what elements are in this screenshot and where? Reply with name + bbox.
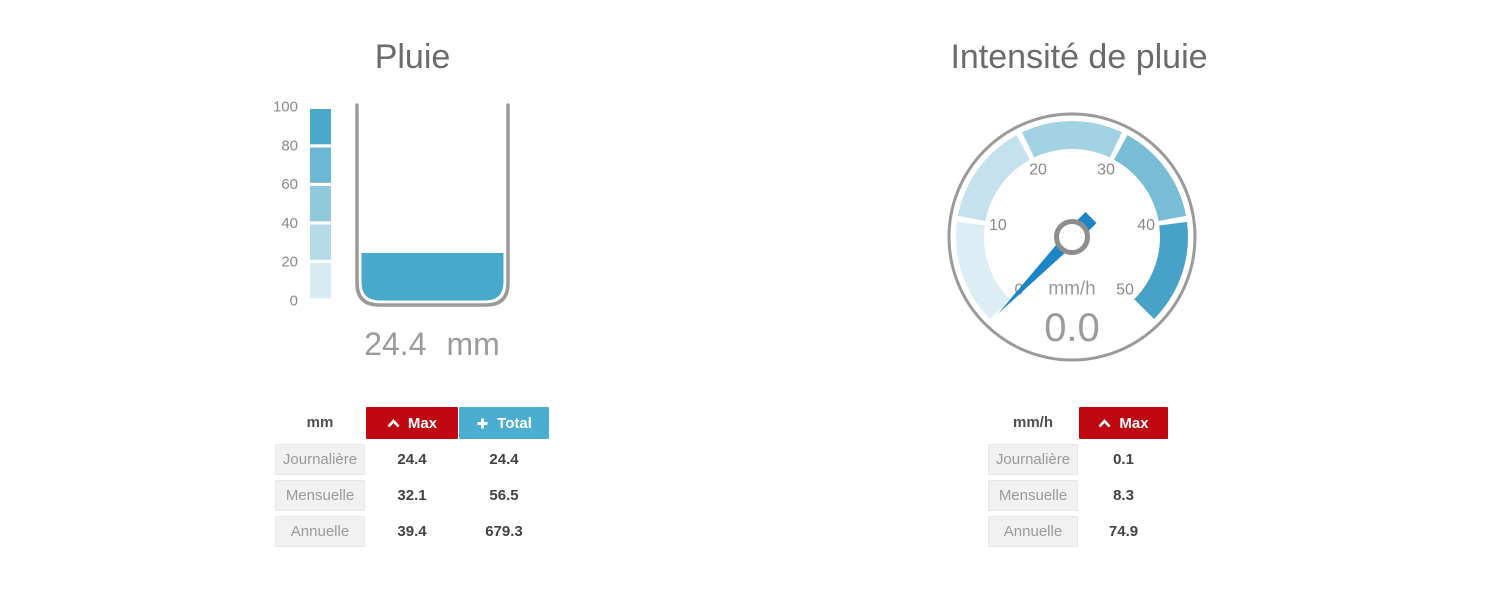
rain-scale-colorbar (310, 109, 331, 299)
dial-hub (1054, 219, 1090, 255)
water-fill (361, 253, 504, 301)
rain-scale-labels: 100 80 60 40 20 0 (273, 99, 298, 310)
dial-current-value: 0.0 (1044, 306, 1100, 350)
scale-tick-80: 80 (281, 137, 298, 154)
beaker-outline (355, 103, 510, 307)
dial-tick-labels: 0 10 20 30 40 50 (989, 162, 1155, 299)
intensite-row-label-annuelle: Annuelle (988, 516, 1078, 547)
dial-tick-50: 50 (1116, 282, 1134, 299)
dial-tick-20: 20 (1029, 162, 1047, 179)
dial-unit-label: mm/h (1048, 279, 1096, 300)
dial-tick-30: 30 (1097, 162, 1115, 179)
pluie-annuelle-total: 679.3 (485, 523, 523, 540)
pluie-row-label-annuelle: Annuelle (275, 516, 365, 547)
scale-tick-40: 40 (281, 215, 298, 232)
pluie-table-unit-header: mm (306, 414, 334, 431)
intensite-row-label-mensuelle: Mensuelle (988, 480, 1078, 511)
dial-tick-10: 10 (989, 217, 1007, 234)
pluie-total-button[interactable]: Total (459, 407, 549, 439)
rain-current-value: 24.4 mm (288, 326, 576, 363)
pluie-max-button-label: Max (407, 414, 438, 432)
rain-intensity-dial: 0 10 20 30 40 50 mm/h 0.0 (947, 112, 1197, 362)
pluie-widget-title: Pluie (374, 38, 451, 76)
pluie-mensuelle-total: 56.5 (489, 487, 519, 504)
plus-icon (477, 418, 488, 428)
chevron-up-icon (387, 418, 400, 427)
chevron-up-icon (1098, 418, 1111, 427)
pluie-row-label-journaliere: Journalière (275, 444, 365, 475)
pluie-journaliere-total: 24.4 (489, 451, 519, 468)
intensite-table-unit-header: mm/h (1012, 414, 1053, 431)
scale-tick-60: 60 (281, 176, 298, 193)
pluie-annuelle-max: 39.4 (397, 523, 427, 540)
dial-arc-segments (956, 121, 1188, 319)
rain-collector-gauge: 100 80 60 40 20 0 (273, 99, 510, 310)
scale-tick-20: 20 (281, 254, 298, 271)
pluie-journaliere-max: 24.4 (397, 451, 427, 468)
rain-value-number: 24.4 (364, 326, 427, 362)
pluie-max-button[interactable]: Max (366, 407, 458, 439)
scale-tick-0: 0 (290, 293, 298, 310)
intensite-table: mm/h Max Journalière 0.1 Mensuelle 8.3 A… (988, 407, 1168, 547)
pluie-total-button-label: Total (497, 414, 532, 432)
intensite-max-button[interactable]: Max (1079, 407, 1168, 439)
intensite-widget-title: Intensité de pluie (950, 38, 1208, 76)
pluie-row-label-mensuelle: Mensuelle (275, 480, 365, 511)
scale-tick-100: 100 (273, 99, 298, 116)
intensite-max-button-label: Max (1119, 414, 1149, 432)
intensite-mensuelle-max: 8.3 (1113, 487, 1134, 504)
rain-value-unit: mm (446, 326, 500, 362)
pluie-table: mm Max Total Journalière 24.4 24.4 Mensu… (275, 407, 549, 547)
pluie-mensuelle-max: 32.1 (397, 487, 427, 504)
intensite-annuelle-max: 74.9 (1108, 523, 1139, 540)
intensite-row-label-journaliere: Journalière (988, 444, 1078, 475)
intensite-journaliere-max: 0.1 (1113, 451, 1134, 468)
dial-tick-40: 40 (1137, 217, 1155, 234)
